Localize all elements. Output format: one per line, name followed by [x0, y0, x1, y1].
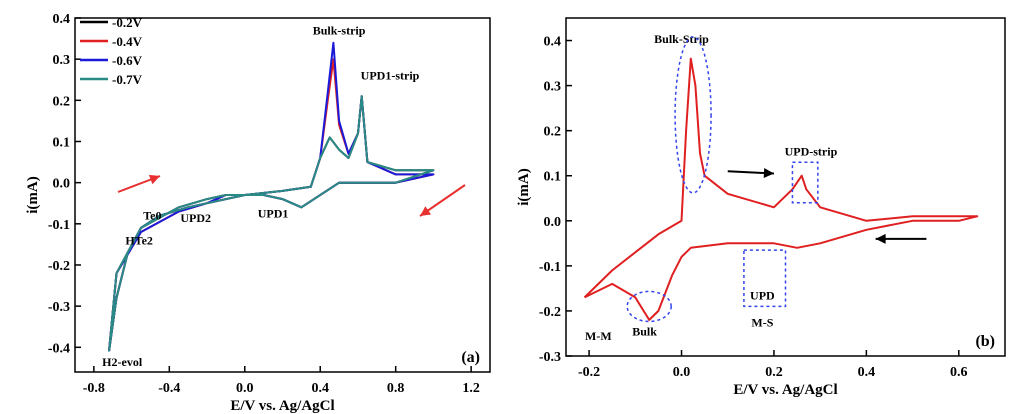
annotation-label: Bulk-Strip: [654, 32, 709, 46]
x-tick-label: -0.8: [83, 381, 105, 396]
y-tick-label: 0.3: [544, 80, 562, 95]
x-tick-label: -0.2: [578, 365, 600, 380]
bulk-strip-highlight: [674, 36, 712, 194]
panel-label: (a): [461, 349, 480, 366]
legend-label-4: -0.7V: [112, 72, 143, 87]
y-tick-label: -0.3: [48, 300, 70, 315]
y-tick-label: -0.1: [539, 260, 561, 275]
x-tick-label: 0.0: [673, 365, 691, 380]
annotation-label: HTe2: [125, 233, 153, 247]
panel-label: (b): [975, 333, 995, 350]
annotation-label: H2-evol: [102, 355, 143, 369]
y-tick-label: 0.2: [544, 125, 562, 140]
y-tick-label: 0.0: [53, 177, 71, 192]
x-tick-label: 0.4: [311, 381, 329, 396]
x-axis-label: E/V vs. Ag/AgCl: [230, 398, 334, 414]
x-tick-label: 0.4: [858, 365, 876, 380]
annotation-label: Bulk-strip: [313, 23, 366, 37]
x-tick-label: -0.4: [158, 381, 180, 396]
annotation-label: M-M: [585, 329, 612, 343]
upd-strip-highlight: [791, 161, 819, 204]
upd-highlight: [743, 249, 787, 308]
y-axis-label: i(mA): [25, 176, 41, 214]
x-tick-label: 0.8: [387, 381, 405, 396]
annotation-label: UPD1-strip: [361, 69, 420, 83]
legend-label-3: -0.6V: [112, 53, 143, 68]
annotation-label: Te0: [143, 209, 161, 223]
y-tick-label: -0.2: [539, 305, 561, 320]
scan-arrow-forward-head: [763, 167, 774, 178]
plot-frame: [565, 17, 1006, 357]
y-axis-label: i(mA): [516, 168, 532, 206]
legend-label-1: -0.2V: [112, 15, 143, 30]
bulk-highlight: [626, 290, 672, 323]
series-line-1: [583, 57, 979, 321]
x-tick-label: 0.0: [236, 381, 254, 396]
y-tick-label: 0.1: [53, 135, 71, 150]
y-tick-label: -0.3: [539, 350, 561, 365]
scan-arrow-reverse-head: [875, 233, 886, 244]
legend-label-2: -0.4V: [112, 34, 143, 49]
annotation-label: M-S: [751, 316, 773, 330]
y-tick-label: -0.2: [48, 259, 70, 274]
y-tick-label: 0.3: [53, 53, 71, 68]
x-tick-label: 1.2: [462, 381, 480, 396]
x-tick-label: 0.6: [950, 365, 968, 380]
y-tick-label: 0.2: [53, 94, 71, 109]
x-tick-label: 0.2: [765, 365, 783, 380]
y-tick-label: 0.4: [544, 35, 562, 50]
plot-frame: [74, 17, 491, 373]
y-tick-label: 0.4: [53, 12, 71, 27]
y-tick-label: 0.1: [544, 170, 562, 185]
chart-a: -0.8 -0.4 0.0 0.4 0.8 1.2 -0.4 -0.3 -0.2 -0.1 0.0 0…: [25, 12, 491, 414]
scan-arrow-forward-head: [148, 174, 160, 185]
annotation-label: Bulk: [632, 325, 657, 339]
annotation-label: UPD: [750, 289, 775, 303]
annotation-label: UPD-strip: [785, 144, 838, 158]
annotation-label: UPD2: [180, 211, 211, 225]
scan-arrow-reverse-head: [420, 206, 432, 216]
y-tick-label: -0.1: [48, 218, 70, 233]
chart-b: -0.2 0.0 0.2 0.4 0.6 -0.3 -0.2 -0.1 0.0 0.1 0.2 0.3…: [516, 17, 1006, 398]
annotation-label: UPD1: [258, 207, 289, 221]
series-line-4: [108, 95, 435, 352]
series-line-2: [108, 58, 435, 352]
y-tick-label: 0.0: [544, 215, 562, 230]
y-tick-label: -0.4: [48, 341, 70, 356]
x-axis-label: E/V vs. Ag/AgCl: [733, 382, 837, 398]
